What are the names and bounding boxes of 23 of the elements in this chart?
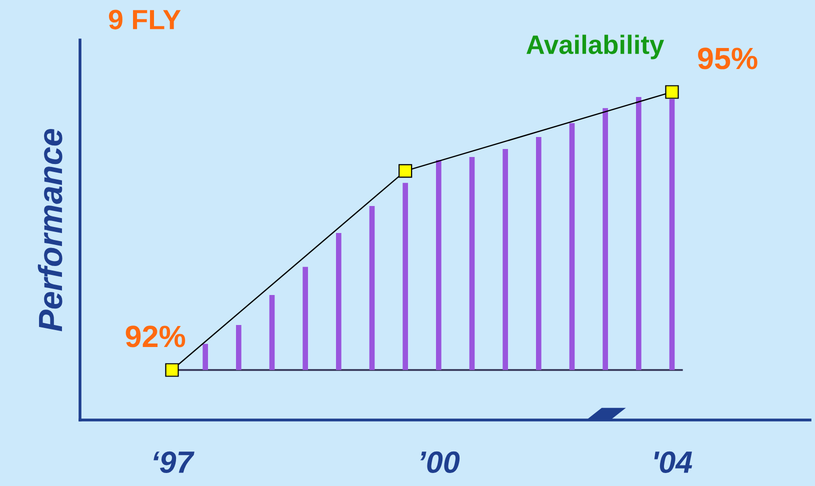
bar (502, 148, 508, 370)
bar (636, 97, 642, 370)
bar (402, 182, 408, 370)
x-tick-label: ‘97 (154, 451, 194, 473)
bar (236, 324, 242, 370)
annotation: 92% (126, 326, 186, 348)
bar (269, 294, 275, 370)
bar (569, 123, 575, 370)
x-tick-label: ’00 (420, 451, 460, 473)
bar (302, 266, 308, 370)
bar (336, 232, 342, 370)
annotation: 95% (698, 48, 758, 70)
bar (669, 98, 675, 370)
bar (469, 157, 475, 370)
bar (436, 160, 442, 370)
chart-title: 9 FLY (108, 10, 181, 30)
bar (202, 344, 208, 370)
bar (369, 206, 375, 370)
y-axis-title: Performance (38, 129, 62, 332)
bar (536, 137, 542, 370)
bar (602, 108, 608, 370)
x-tick-label: '04 (654, 451, 692, 473)
text: Availability (526, 34, 664, 60)
